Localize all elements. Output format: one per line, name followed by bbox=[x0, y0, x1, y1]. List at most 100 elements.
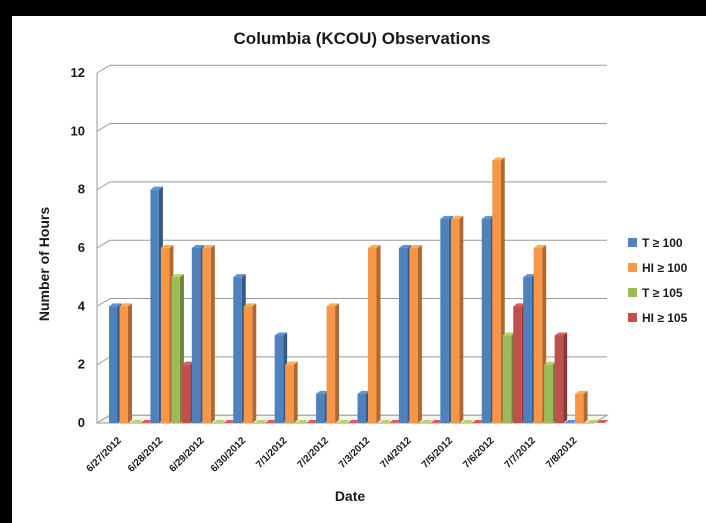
bar-top bbox=[109, 303, 122, 307]
bar-top bbox=[140, 420, 153, 423]
bar-top bbox=[347, 420, 361, 423]
bar bbox=[130, 420, 143, 423]
y-axis-ticks: 0 2 4 6 8 10 12 bbox=[71, 65, 86, 430]
bar-top bbox=[461, 420, 474, 423]
bar-top bbox=[337, 420, 350, 423]
y-tick-label: 0 bbox=[78, 415, 85, 430]
grid-depth-line bbox=[96, 298, 111, 307]
bar-front bbox=[119, 306, 128, 423]
bar-side bbox=[563, 332, 568, 423]
bar-top bbox=[150, 186, 163, 190]
bar bbox=[389, 420, 402, 423]
bar-top bbox=[212, 420, 226, 423]
x-tick-label: 7/8/2012 bbox=[544, 435, 580, 471]
bar-side bbox=[252, 303, 257, 423]
legend-label: HI ≥ 100 bbox=[642, 261, 688, 275]
legend-item: T ≥ 100 bbox=[628, 236, 683, 250]
bar-top bbox=[130, 420, 143, 423]
bar-side bbox=[293, 361, 298, 423]
bar-front bbox=[171, 277, 180, 423]
bar-front bbox=[523, 277, 532, 423]
bar-top bbox=[481, 215, 495, 219]
legend-swatch bbox=[628, 263, 637, 272]
bar-front bbox=[575, 393, 584, 423]
bar bbox=[564, 420, 578, 423]
bar bbox=[212, 420, 226, 423]
bar-top bbox=[119, 303, 132, 307]
bar-top bbox=[202, 245, 215, 248]
x-axis-title: Date bbox=[335, 488, 366, 504]
bar-front bbox=[150, 189, 159, 423]
bar-front bbox=[160, 248, 170, 423]
bar bbox=[471, 420, 485, 423]
x-axis-ticks: 6/27/2012 6/28/2012 6/29/2012 6/30/2012 7/1/… bbox=[85, 435, 580, 475]
bar-front bbox=[357, 393, 366, 423]
bar bbox=[119, 303, 132, 423]
bar-side bbox=[128, 303, 132, 423]
bar-front bbox=[233, 277, 242, 423]
bar-top bbox=[368, 245, 381, 248]
bar-top bbox=[357, 390, 370, 394]
bar-top bbox=[398, 245, 412, 248]
x-tick-label: 6/29/2012 bbox=[167, 435, 207, 475]
x-tick-label: 7/4/2012 bbox=[378, 435, 414, 471]
x-tick-label: 7/7/2012 bbox=[503, 435, 539, 471]
bar bbox=[378, 420, 391, 423]
x-tick-label: 6/30/2012 bbox=[209, 435, 249, 475]
bar-top bbox=[316, 390, 329, 394]
bar-side bbox=[376, 245, 381, 423]
bar-front bbox=[109, 306, 118, 423]
bar-top bbox=[502, 332, 516, 336]
grid-depth-line bbox=[96, 123, 111, 132]
legend-label: T ≥ 100 bbox=[642, 236, 683, 250]
bar-top bbox=[513, 303, 526, 307]
bar-top bbox=[575, 390, 588, 394]
grid-depth-line bbox=[96, 64, 111, 74]
bar-top bbox=[554, 332, 568, 336]
bar bbox=[285, 361, 298, 423]
bar bbox=[295, 420, 309, 423]
y-axis-title: Number of Hours bbox=[36, 207, 52, 322]
grid-depth-line bbox=[96, 356, 111, 366]
y-tick-label: 8 bbox=[78, 182, 85, 197]
bar-front bbox=[450, 218, 460, 423]
bar-front bbox=[274, 335, 284, 423]
bar bbox=[461, 420, 474, 423]
grid-depth-line bbox=[96, 239, 111, 249]
x-tick-label: 6/28/2012 bbox=[126, 435, 166, 475]
bar bbox=[575, 390, 588, 423]
bar-top bbox=[264, 420, 278, 423]
y-tick-label: 2 bbox=[78, 357, 85, 372]
bar bbox=[337, 420, 350, 423]
bar-front bbox=[544, 364, 553, 423]
legend-item: HI ≥ 100 bbox=[628, 261, 688, 275]
bar-top bbox=[596, 420, 609, 423]
bar bbox=[306, 420, 319, 423]
bar-side bbox=[583, 390, 588, 423]
bar-front bbox=[285, 364, 294, 423]
bar-top bbox=[326, 303, 340, 307]
bar-side bbox=[335, 303, 340, 423]
bar-top bbox=[523, 274, 536, 278]
bars bbox=[109, 157, 609, 423]
bar-top bbox=[223, 420, 236, 423]
bar-top bbox=[533, 245, 547, 248]
bar-front bbox=[181, 364, 191, 423]
bar bbox=[450, 215, 464, 423]
bar bbox=[243, 303, 257, 423]
bar-top bbox=[285, 361, 298, 365]
bar-top bbox=[430, 420, 443, 423]
bar-top bbox=[440, 215, 453, 219]
bar-side bbox=[417, 245, 422, 423]
bar-front bbox=[502, 335, 512, 423]
bar-top bbox=[378, 420, 391, 423]
bar-top bbox=[409, 245, 422, 248]
bar-top bbox=[181, 361, 195, 365]
bar bbox=[368, 245, 381, 423]
bar-front bbox=[316, 393, 325, 423]
legend: T ≥ 100 HI ≥ 100 T ≥ 105 HI ≥ 105 bbox=[628, 236, 688, 325]
bar-top bbox=[471, 420, 485, 423]
bar-front bbox=[191, 248, 201, 423]
bar-front bbox=[533, 248, 543, 423]
bar-top bbox=[274, 332, 288, 336]
